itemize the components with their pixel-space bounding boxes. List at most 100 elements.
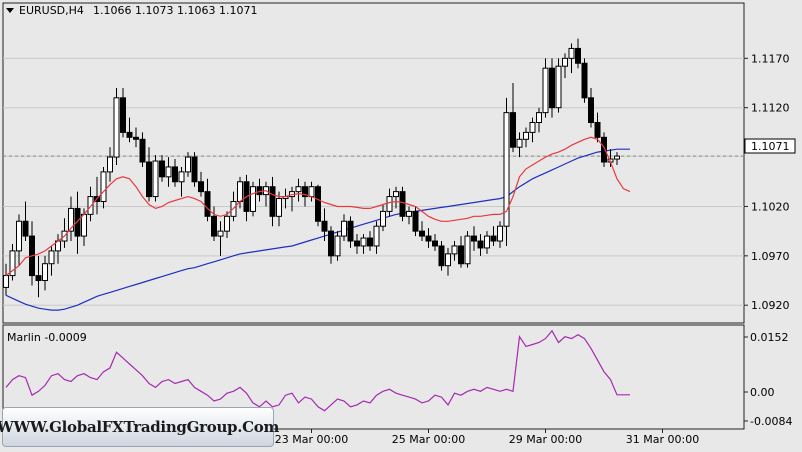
- candle-bear: [354, 240, 360, 247]
- candle-bull: [334, 235, 341, 257]
- candle-bear: [594, 122, 601, 138]
- candle-bull: [308, 186, 315, 198]
- candle-bear: [315, 186, 321, 222]
- candle-bull: [380, 210, 386, 227]
- indicator-label: Marlin -0.0009: [7, 331, 87, 344]
- candle-bull: [568, 47, 575, 59]
- candle-bear: [510, 112, 516, 148]
- candle-bear: [211, 215, 217, 237]
- candle-bear: [581, 62, 588, 99]
- candle-bull: [555, 65, 562, 109]
- candle-bull: [373, 225, 380, 247]
- candle-bull: [185, 156, 191, 173]
- ma-slow-line: [5, 148, 630, 311]
- candle-bull: [523, 131, 529, 140]
- marlin-line: [5, 329, 630, 412]
- price-tick-label: 1.0970: [751, 250, 790, 263]
- indicator-layer: [5, 329, 748, 422]
- candle-bear: [204, 191, 211, 217]
- candle-bear: [399, 191, 406, 217]
- candle-bull: [445, 253, 451, 267]
- watermark-logo: WWW.GlobalFXTradingGroup.Com: [0, 407, 279, 447]
- ma-fast-layer: [5, 136, 631, 277]
- ohlc-values: 1.1066 1.1073 1.1063 1.1071: [93, 4, 257, 17]
- current-price-tag: [744, 138, 796, 154]
- candle-bear: [601, 136, 607, 163]
- ma-fast-line: [5, 136, 631, 277]
- candle-bull: [113, 97, 120, 158]
- indicator-tick-bottom: -0.0084: [750, 415, 792, 428]
- candle-bear: [438, 245, 445, 267]
- candle-bear: [458, 245, 464, 265]
- candle-bear: [419, 230, 425, 237]
- symbol-dropdown-icon[interactable]: [6, 8, 14, 13]
- symbol-label: EURUSD,H4: [19, 4, 84, 17]
- candle-bear: [146, 161, 152, 198]
- candle-bear: [588, 97, 594, 124]
- candle-bear: [172, 166, 178, 183]
- candle-bear: [256, 186, 263, 196]
- candle-bull: [178, 171, 185, 183]
- price-axis: 1.1170 1.1120 1.1020 1.0970 1.0920: [744, 52, 790, 312]
- candle-bull: [100, 171, 107, 203]
- candle-bull: [237, 181, 243, 203]
- ma-slow-layer: [5, 148, 630, 311]
- candle-bear: [490, 235, 497, 242]
- candle-bear: [477, 240, 484, 249]
- candle-bear: [347, 220, 354, 242]
- candle-bull: [464, 235, 471, 265]
- candle-bear: [432, 240, 438, 247]
- candle-bull: [484, 235, 490, 249]
- price-tick-label: 1.1020: [751, 200, 790, 213]
- candle-bull: [217, 230, 224, 237]
- candle-bull: [406, 210, 412, 217]
- candle-bear: [412, 210, 419, 232]
- candle-bear: [120, 97, 126, 133]
- time-tick-label: 23 Mar 00:00: [275, 433, 348, 446]
- candle-bull: [87, 196, 94, 215]
- candle-bull: [250, 186, 256, 212]
- candle-bear: [159, 160, 165, 178]
- candle-bull: [529, 122, 536, 133]
- candle-bear: [575, 47, 581, 64]
- candle-bull: [81, 213, 87, 237]
- candle-bear: [367, 237, 373, 247]
- candle-bull: [536, 112, 542, 124]
- candle-bear: [133, 136, 139, 140]
- candle-bull: [107, 156, 113, 173]
- time-tick-label: 31 Mar 00:00: [626, 433, 699, 446]
- candle-bull: [224, 215, 230, 232]
- indicator-tick-zero: 0.00: [750, 386, 775, 399]
- candle-bear: [126, 131, 133, 138]
- price-tick-label: 1.1170: [751, 52, 790, 65]
- candle-bear: [74, 207, 81, 237]
- price-tick-label: 1.1120: [751, 102, 790, 115]
- candle-bull: [295, 186, 302, 193]
- candle-bear: [139, 138, 146, 163]
- candle-bear: [425, 235, 432, 242]
- indicator-tick-top: 0.0152: [750, 331, 789, 344]
- candle-bear: [198, 181, 204, 193]
- candle-bull: [516, 138, 523, 148]
- candle-bull: [152, 160, 159, 198]
- price-tick-label: 1.0920: [751, 299, 790, 312]
- candle-bear: [22, 220, 29, 237]
- candle-bear: [35, 275, 42, 282]
- candle-bear: [471, 235, 477, 242]
- candle-bull: [48, 250, 55, 265]
- candle-bear: [269, 186, 276, 217]
- candle-bear: [302, 186, 308, 198]
- current-price-label: 1.1071: [751, 140, 790, 153]
- candle-bull: [503, 112, 510, 227]
- main-plot-area[interactable]: [2, 2, 745, 324]
- candle-bull: [360, 237, 367, 247]
- time-tick-label: 25 Mar 00:00: [392, 433, 465, 446]
- candle-bear: [549, 67, 555, 109]
- candle-bull: [68, 207, 74, 232]
- candle-bull: [16, 220, 22, 252]
- candle-bull: [3, 275, 9, 288]
- candle-bull: [386, 196, 393, 212]
- candle-bull: [562, 57, 568, 67]
